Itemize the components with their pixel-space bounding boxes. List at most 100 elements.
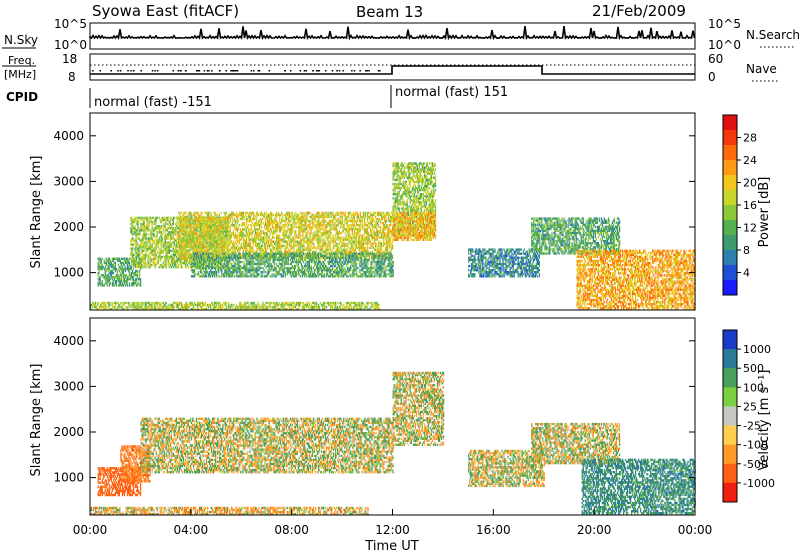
echo-cell — [169, 222, 171, 226]
freq-label-1: Freq. — [8, 54, 35, 67]
echo-cell — [123, 278, 126, 281]
echo-cell — [263, 211, 266, 215]
echo-cell — [312, 232, 314, 235]
echo-cell — [353, 222, 355, 225]
echo-cell — [279, 234, 281, 237]
echo-cell — [111, 276, 113, 279]
freq-trace — [90, 65, 695, 75]
echo-cell — [232, 211, 234, 215]
echo-cell — [153, 239, 155, 242]
echo-cell — [170, 266, 172, 269]
echo-cell — [370, 230, 373, 233]
echo-cell — [101, 257, 103, 260]
echo-cell — [189, 236, 191, 239]
echo-cell — [282, 213, 284, 217]
echo-cell — [349, 234, 351, 237]
echo-cell — [325, 211, 327, 215]
echo-cell — [295, 230, 297, 233]
echo-cell — [131, 229, 133, 232]
echo-cell — [163, 216, 165, 220]
echo-cell — [123, 276, 126, 279]
echo-cell — [106, 280, 108, 283]
freq-panel: Freq. [MHz] 18 8 60 0 Nave — [2, 52, 780, 84]
echo-cell — [183, 228, 185, 231]
echo-cell — [157, 261, 159, 265]
echo-cell — [267, 234, 269, 237]
echo-cell — [130, 276, 133, 279]
echo-cell — [293, 222, 295, 225]
echo-cell — [165, 261, 167, 265]
echo-cell — [176, 218, 178, 222]
echo-cell — [108, 278, 110, 281]
nave-dot — [225, 70, 227, 72]
echo-cell — [177, 263, 179, 267]
echo-cell — [130, 265, 133, 269]
echo-cell — [112, 257, 114, 260]
echo-cell — [351, 230, 353, 233]
nsky-tick-bottom: 10^0 — [54, 38, 87, 52]
echo-cell — [98, 265, 100, 269]
echo-cell — [106, 276, 108, 279]
echo-cell — [99, 265, 101, 269]
echo-cell — [118, 278, 120, 281]
echo-cell — [121, 267, 124, 271]
echo-cell — [309, 234, 311, 237]
echo-cell — [314, 230, 316, 233]
echo-cell — [180, 211, 182, 215]
echo-cell — [273, 248, 275, 252]
echo-cell — [153, 222, 155, 226]
echo-cell — [129, 276, 132, 279]
echo-cell — [278, 211, 280, 215]
echo-cell — [128, 274, 131, 277]
echo-cell — [127, 276, 130, 279]
echo-cell — [323, 238, 325, 241]
echo-cell — [108, 271, 110, 275]
echo-cell — [101, 282, 103, 285]
echo-cell — [108, 259, 110, 262]
echo-cell — [245, 215, 248, 219]
echo-cell — [105, 261, 107, 265]
echo-cell — [175, 222, 177, 226]
nave-dot — [230, 70, 232, 72]
echo-cell — [329, 240, 331, 243]
echo-cell — [187, 256, 189, 260]
echo-cell — [327, 248, 329, 252]
echo-cell — [109, 282, 111, 285]
echo-cell — [143, 249, 145, 252]
echo-cell — [124, 259, 127, 262]
echo-cell — [130, 284, 133, 287]
echo-cell — [308, 236, 310, 239]
echo-cell — [122, 284, 125, 287]
echo-cell — [250, 213, 253, 217]
echo-cell — [164, 225, 166, 228]
echo-cell — [176, 245, 178, 248]
echo-cell — [177, 266, 179, 269]
echo-cell — [318, 211, 320, 215]
echo-cell — [145, 237, 147, 240]
nave-dot — [127, 70, 129, 72]
echo-cell — [309, 219, 311, 223]
echo-cell — [137, 243, 139, 246]
echo-cell — [373, 219, 376, 223]
date-title: 21/Feb/2009 — [592, 2, 686, 20]
echo-cell — [108, 263, 110, 267]
echo-cell — [121, 265, 124, 269]
echo-cell — [126, 276, 129, 279]
echo-cell — [320, 219, 322, 223]
echo-cell — [119, 259, 121, 262]
echo-cell — [190, 248, 192, 252]
echo-cell — [134, 216, 136, 220]
nave-dot — [206, 70, 209, 72]
echo-cell — [318, 217, 320, 221]
echo-cell — [309, 222, 311, 225]
echo-cell — [124, 261, 127, 265]
nave-dot — [151, 70, 154, 72]
echo-cell — [173, 241, 175, 244]
echo-cell — [114, 257, 116, 260]
echo-cell — [126, 257, 129, 260]
echo-cell — [334, 234, 336, 237]
echo-cell — [294, 226, 296, 229]
echo-cell — [348, 230, 350, 233]
echo-cell — [256, 211, 259, 215]
